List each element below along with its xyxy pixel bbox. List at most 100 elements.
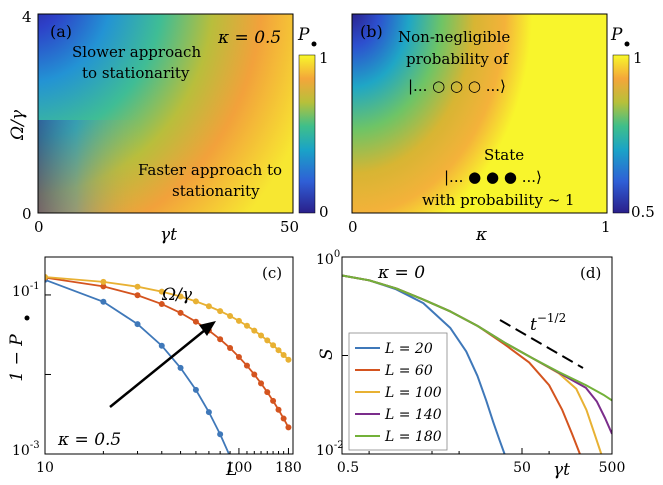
- text-slower-2: to stationarity: [82, 64, 190, 82]
- point-c-1-4: [177, 309, 184, 316]
- point-c-1-9: [235, 353, 242, 360]
- y-tick-a-bottom: 0: [22, 205, 32, 223]
- colorbar-a-tick-bottom: 0: [319, 203, 329, 221]
- legend-label-d: L = 20: [384, 341, 433, 357]
- x-tick-label-c: 10: [36, 460, 54, 476]
- text-nonneg-2: probability of: [406, 50, 510, 68]
- colorbar-b-tick-top: 1: [633, 49, 643, 67]
- x-axis-label-a: γt: [160, 225, 177, 245]
- point-c-1-7: [217, 336, 224, 343]
- x-tick-label-d: 0.5: [337, 460, 359, 476]
- point-c-0-7: [217, 431, 224, 438]
- kappa-annotation-d: κ = 0: [377, 263, 425, 283]
- kappa-annotation-c: κ = 0.5: [57, 430, 121, 450]
- point-c-2-10: [243, 322, 250, 329]
- point-c-2-5: [192, 298, 199, 305]
- point-c-2-14: [270, 342, 277, 349]
- x-axis-label-b: κ: [475, 225, 487, 245]
- colorbar-b-label-dot: [624, 41, 630, 47]
- text-filled-state: |... ● ● ● ...⟩: [444, 168, 542, 186]
- panel-d-label: (d): [580, 264, 601, 282]
- point-c-2-9: [235, 317, 242, 324]
- point-c-2-6: [205, 303, 212, 310]
- y-axis-label-c: 1 − P: [7, 334, 27, 382]
- legend-label-d: L = 140: [384, 407, 442, 423]
- panel-c-label: (c): [262, 264, 282, 282]
- point-c-0-3: [158, 342, 165, 349]
- point-c-0-6: [205, 409, 212, 416]
- point-c-2-17: [285, 356, 292, 363]
- point-c-1-12: [258, 380, 265, 387]
- point-c-2-16: [280, 351, 287, 358]
- point-c-1-15: [275, 406, 282, 413]
- point-c-1-3: [158, 301, 165, 308]
- colorbar-b-tick-bottom: 0.5: [631, 203, 655, 221]
- point-c-2-7: [217, 308, 224, 315]
- x-tick-label-c: 180: [275, 460, 302, 476]
- point-c-1-11: [251, 371, 258, 378]
- trend-arrow-head: [199, 321, 216, 336]
- legend-label-d: L = 180: [384, 429, 442, 445]
- point-c-2-3: [158, 288, 165, 295]
- text-state-3: with probability ~ 1: [422, 191, 575, 209]
- colorbar-a-label-dot: [311, 41, 317, 47]
- x-tick-label-d: 50: [513, 460, 531, 476]
- point-c-1-17: [285, 424, 292, 431]
- point-c-2-1: [100, 278, 107, 285]
- point-c-1-1: [100, 283, 107, 290]
- point-c-2-13: [264, 337, 271, 344]
- panel-d: 0.5 50 500 (d) κ = 0 t−1/2 100 10-2 S γt L…: [316, 249, 625, 480]
- x-tick-b-right: 1: [601, 218, 611, 236]
- point-c-1-16: [280, 415, 287, 422]
- text-state-1: State: [484, 146, 524, 164]
- point-c-0-2: [134, 321, 141, 328]
- plot-frame-c: [44, 256, 294, 455]
- point-c-2-12: [258, 332, 265, 339]
- colorbar-b-label: P: [610, 25, 623, 45]
- y-tick-a-top: 4: [22, 8, 32, 26]
- text-empty-state: |... ○ ○ ○ ...⟩: [408, 77, 506, 95]
- y-axis-label-d: S: [317, 348, 337, 360]
- point-c-2-11: [251, 327, 258, 334]
- point-c-1-2: [134, 292, 141, 299]
- x-tick-label-c: 100: [226, 460, 253, 476]
- colorbar-b: [612, 54, 630, 214]
- y-axis-label-a: Ω/γ: [8, 109, 28, 141]
- point-c-1-14: [270, 397, 277, 404]
- series-d-4: [342, 274, 612, 402]
- x-tick-label-d: 500: [599, 460, 626, 476]
- power-law-label: t−1/2: [530, 311, 566, 335]
- colorbar-a-label: P: [297, 25, 310, 45]
- panel-a-label: (a): [50, 22, 72, 41]
- panel-c: 10 100 180 (c) κ = 0.5 Ω/γ 10-1 10-3 1 − P…: [7, 256, 302, 480]
- legend-d: L = 20 L = 60 L = 100 L = 140 L = 180: [348, 332, 448, 451]
- point-c-2-4: [177, 293, 184, 300]
- text-faster-1: Faster approach to: [138, 161, 282, 179]
- power-law-guide: [499, 319, 584, 369]
- panel-b-label: (b): [360, 22, 383, 41]
- y-tick-c-bottom: 10-3: [12, 440, 40, 459]
- y-tick-d-top: 100: [316, 249, 340, 268]
- y-axis-label-c-dot: [24, 315, 30, 321]
- kappa-annotation-a: κ = 0.5: [217, 28, 281, 48]
- text-slower-1: Slower approach: [72, 43, 201, 61]
- x-tick-b-left: 0: [348, 218, 358, 236]
- x-tick-a-right: 50: [280, 218, 299, 236]
- x-axis-label-c: L: [225, 460, 237, 480]
- point-c-2-15: [275, 347, 282, 354]
- colorbar-a-tick-top: 1: [319, 49, 329, 67]
- panel-b: (b) Non-negligible probability of |... ○…: [348, 13, 655, 245]
- point-c-0-4: [177, 364, 184, 371]
- y-tick-c-top: 10-1: [12, 281, 40, 300]
- point-c-2-2: [134, 283, 141, 290]
- x-axis-label-d: γt: [553, 460, 570, 480]
- arrow-label: Ω/γ: [161, 285, 193, 305]
- point-c-1-13: [264, 389, 271, 396]
- y-tick-d-bottom: 10-2: [316, 440, 344, 459]
- colorbar-a: [298, 54, 316, 214]
- point-c-0-1: [100, 298, 107, 305]
- point-c-1-8: [227, 345, 234, 352]
- point-c-1-10: [243, 362, 250, 369]
- point-c-0-5: [192, 386, 199, 393]
